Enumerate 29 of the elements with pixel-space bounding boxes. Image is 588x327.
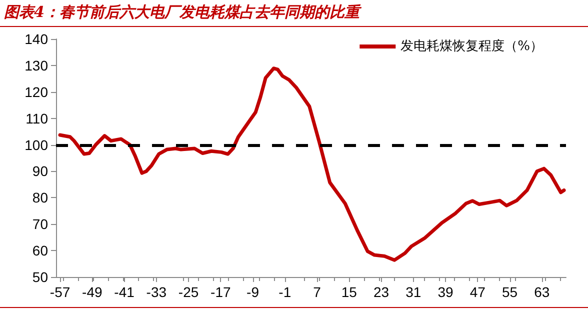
x-tick-label: 23 (373, 284, 390, 300)
legend-label: 发电耗煤恢复程度（%） (400, 38, 544, 54)
y-tick-label: 140 (24, 31, 48, 47)
y-tick-label: 60 (32, 242, 48, 259)
y-tick-label: 100 (24, 136, 48, 153)
line-series (58, 66, 566, 262)
y-tick-label: 50 (32, 269, 48, 285)
x-tick-label: -1 (278, 284, 292, 300)
x-tick-label: 47 (470, 284, 486, 300)
y-tick-label: 70 (32, 216, 48, 232)
x-tick-label: 39 (438, 284, 454, 300)
x-tick-label: 31 (406, 284, 422, 300)
x-tick-label: -9 (246, 284, 260, 300)
x-tick-label: -25 (178, 284, 199, 300)
x-tick-label: -41 (114, 284, 135, 300)
y-tick-label: 130 (24, 57, 48, 74)
x-tick-label: 63 (534, 284, 550, 300)
x-tick-label: -49 (82, 284, 102, 300)
chart-title: 图表4：春节前后六大电厂发电耗煤占去年同期的比重 (0, 0, 588, 27)
y-tick-label: 80 (32, 190, 48, 206)
x-tick-label: -17 (210, 284, 231, 300)
y-tick-label: 110 (26, 110, 48, 126)
x-tick-label: -57 (50, 284, 70, 300)
y-tick-label: 90 (32, 163, 48, 180)
y-tick-label: 120 (24, 84, 48, 100)
x-tick-label: 15 (341, 284, 358, 300)
x-tick-label: 55 (502, 284, 518, 300)
x-tick-label: 7 (313, 284, 322, 300)
x-tick-label: -33 (146, 284, 167, 300)
